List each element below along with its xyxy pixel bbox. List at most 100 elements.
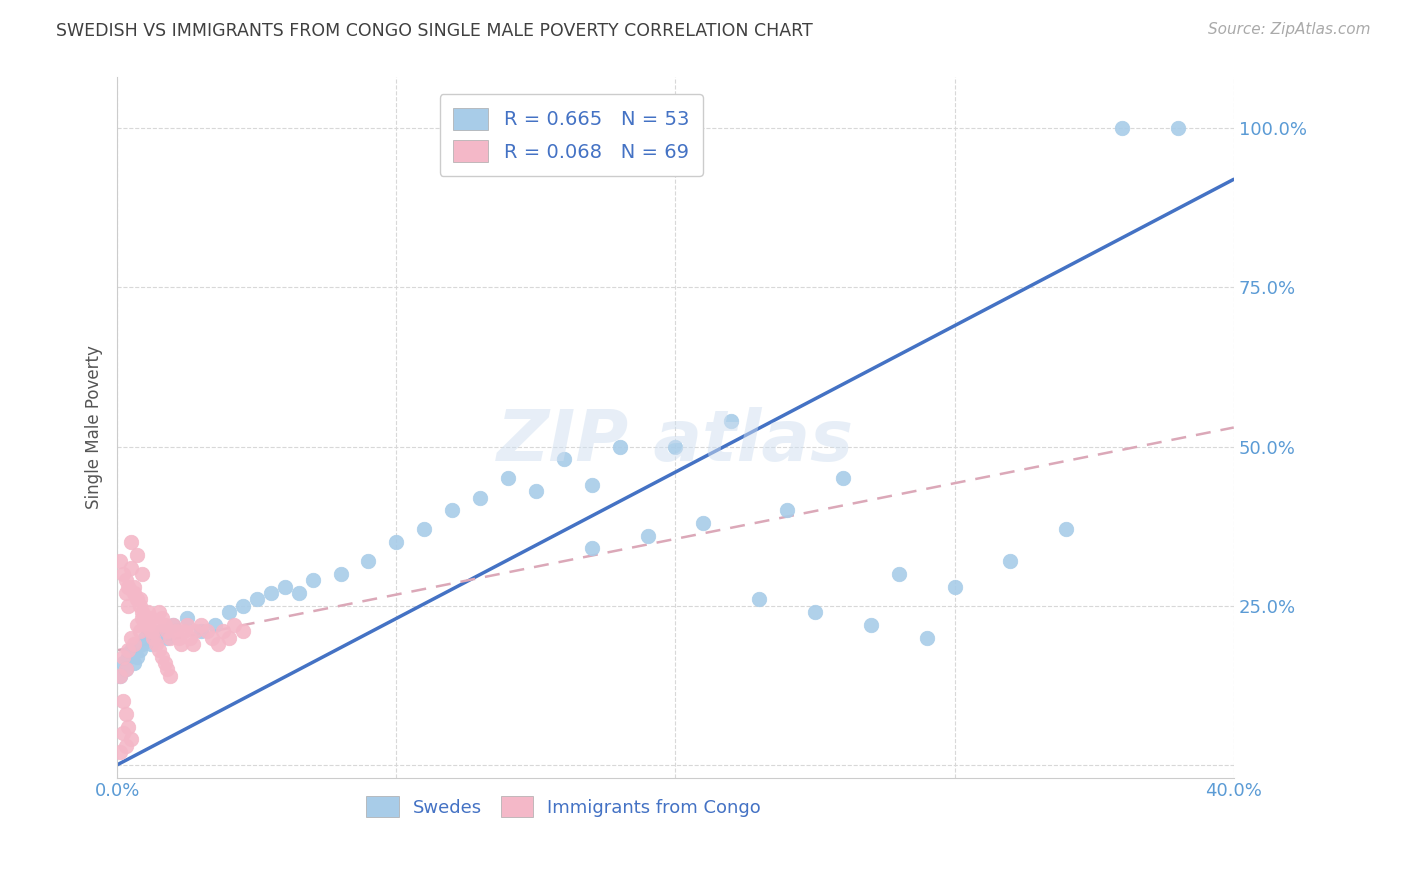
Point xyxy=(832,471,855,485)
Point xyxy=(553,452,575,467)
Point xyxy=(111,649,134,664)
Point xyxy=(125,617,148,632)
Point xyxy=(111,566,134,581)
Point xyxy=(139,624,162,639)
Point xyxy=(524,484,547,499)
Point xyxy=(195,624,218,639)
Text: Source: ZipAtlas.com: Source: ZipAtlas.com xyxy=(1208,22,1371,37)
Point xyxy=(128,643,150,657)
Point xyxy=(301,574,323,588)
Point xyxy=(131,605,153,619)
Point xyxy=(609,440,631,454)
Point xyxy=(131,566,153,581)
Point xyxy=(162,617,184,632)
Point xyxy=(114,662,136,676)
Point xyxy=(125,592,148,607)
Point xyxy=(125,649,148,664)
Point xyxy=(117,580,139,594)
Point xyxy=(108,669,131,683)
Point xyxy=(260,586,283,600)
Point xyxy=(190,624,212,639)
Point xyxy=(131,611,153,625)
Point xyxy=(122,656,145,670)
Point xyxy=(153,617,176,632)
Point xyxy=(131,637,153,651)
Point xyxy=(385,535,408,549)
Point xyxy=(142,624,165,639)
Point xyxy=(720,414,742,428)
Point xyxy=(128,592,150,607)
Point xyxy=(176,617,198,632)
Point xyxy=(162,617,184,632)
Point xyxy=(148,643,170,657)
Point xyxy=(134,611,156,625)
Point xyxy=(122,637,145,651)
Point xyxy=(218,631,240,645)
Point xyxy=(156,662,179,676)
Point xyxy=(357,554,380,568)
Point xyxy=(204,617,226,632)
Point xyxy=(111,694,134,708)
Point xyxy=(181,637,204,651)
Point xyxy=(581,477,603,491)
Point xyxy=(156,624,179,639)
Point xyxy=(120,560,142,574)
Point xyxy=(173,624,195,639)
Point xyxy=(170,637,193,651)
Point xyxy=(148,605,170,619)
Point xyxy=(156,631,179,645)
Legend: Swedes, Immigrants from Congo: Swedes, Immigrants from Congo xyxy=(359,789,769,824)
Point xyxy=(114,574,136,588)
Point xyxy=(218,605,240,619)
Point xyxy=(120,535,142,549)
Point xyxy=(943,580,966,594)
Point xyxy=(139,611,162,625)
Point xyxy=(145,637,167,651)
Point xyxy=(120,643,142,657)
Point xyxy=(117,643,139,657)
Point xyxy=(136,605,159,619)
Point xyxy=(212,624,235,639)
Point xyxy=(287,586,309,600)
Point xyxy=(246,592,269,607)
Point xyxy=(117,649,139,664)
Point xyxy=(122,586,145,600)
Point xyxy=(1111,121,1133,136)
Point xyxy=(692,516,714,530)
Point xyxy=(153,656,176,670)
Point xyxy=(114,586,136,600)
Point xyxy=(201,631,224,645)
Point xyxy=(859,617,882,632)
Point xyxy=(134,617,156,632)
Text: SWEDISH VS IMMIGRANTS FROM CONGO SINGLE MALE POVERTY CORRELATION CHART: SWEDISH VS IMMIGRANTS FROM CONGO SINGLE … xyxy=(56,22,813,40)
Point xyxy=(915,631,938,645)
Y-axis label: Single Male Poverty: Single Male Poverty xyxy=(86,345,103,509)
Point xyxy=(468,491,491,505)
Point xyxy=(150,649,173,664)
Point xyxy=(159,631,181,645)
Point xyxy=(637,529,659,543)
Point xyxy=(108,554,131,568)
Point xyxy=(496,471,519,485)
Point xyxy=(159,669,181,683)
Point xyxy=(329,566,352,581)
Point xyxy=(207,637,229,651)
Point xyxy=(1167,121,1189,136)
Point xyxy=(128,624,150,639)
Point xyxy=(145,617,167,632)
Point xyxy=(108,745,131,759)
Point xyxy=(167,631,190,645)
Point xyxy=(581,541,603,556)
Point xyxy=(114,662,136,676)
Point xyxy=(748,592,770,607)
Point xyxy=(804,605,827,619)
Point xyxy=(1054,522,1077,536)
Point xyxy=(776,503,799,517)
Point xyxy=(142,631,165,645)
Point xyxy=(122,580,145,594)
Point xyxy=(120,631,142,645)
Point xyxy=(224,617,246,632)
Point xyxy=(139,637,162,651)
Point xyxy=(150,624,173,639)
Point xyxy=(441,503,464,517)
